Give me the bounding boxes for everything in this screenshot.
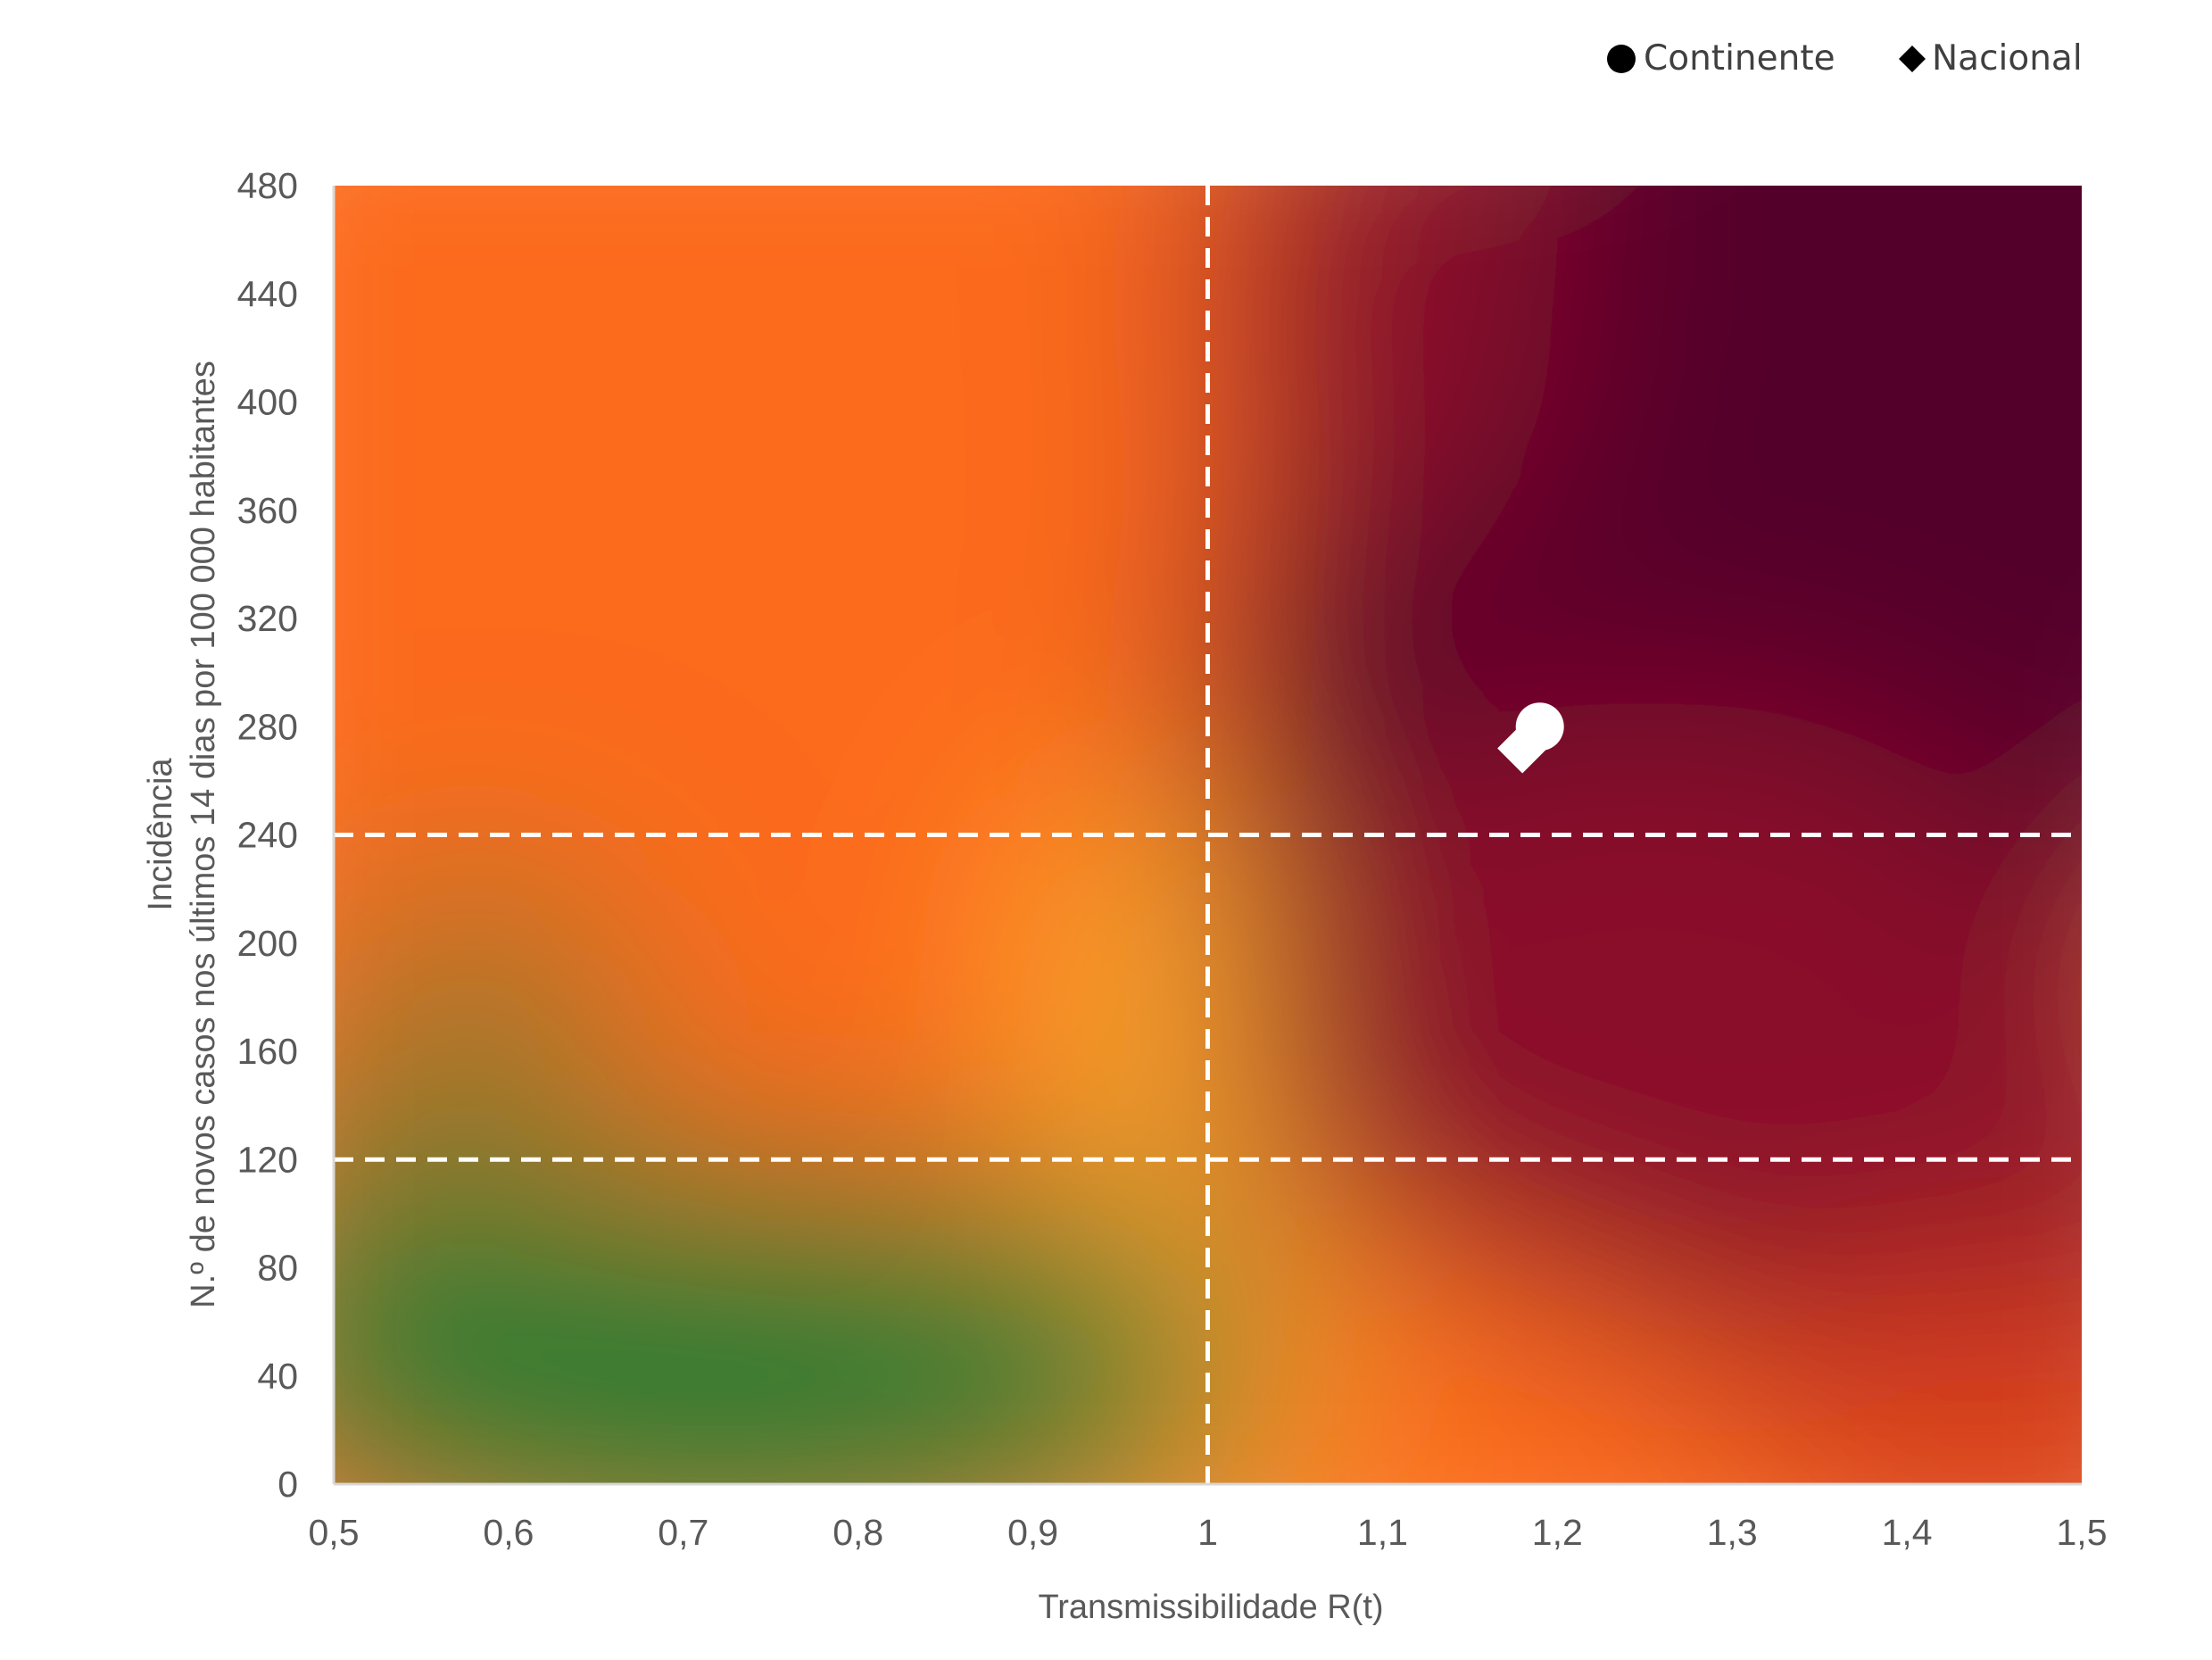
data-point-nacional (1497, 723, 1548, 774)
x-tick-label: 0,6 (483, 1512, 534, 1553)
x-tick-label: 1,3 (1707, 1512, 1758, 1553)
y-tick-label: 160 (237, 1031, 298, 1072)
y-tick-label: 40 (257, 1356, 298, 1397)
x-tick-label: 0,5 (309, 1512, 360, 1553)
heat-blob-7 (1015, 780, 1261, 1160)
y-tick-label: 80 (257, 1248, 298, 1289)
legend-marker-continente (1607, 45, 1636, 73)
x-tick-label: 0,9 (1007, 1512, 1058, 1553)
axes (332, 186, 2082, 1486)
y-axis-title-line1: Incidência (142, 758, 179, 911)
y-axis-ticks: 0 40 80 120 160 200 240 280 320 360 400 440 480 (237, 165, 298, 1505)
y-tick-label: 0 (278, 1464, 298, 1505)
threshold-lines (334, 186, 2082, 1484)
heat-blob-4 (1732, 1267, 2082, 1484)
x-tick-label: 0,8 (833, 1512, 883, 1553)
y-tick-label: 240 (237, 815, 298, 856)
y-tick-label: 280 (237, 706, 298, 747)
legend-marker-nacional (1899, 46, 1926, 72)
heat-blob-10 (334, 861, 649, 1187)
y-tick-label: 120 (237, 1139, 298, 1180)
x-tick-label: 0,7 (658, 1512, 708, 1553)
data-points (1497, 702, 1564, 774)
y-tick-label: 320 (237, 598, 298, 639)
legend-label-continente: Continente (1644, 38, 1835, 79)
x-axis-title: Transmissibilidade R(t) (1038, 1589, 1383, 1626)
y-axis-title-line2: N.º de novos casos nos últimos 14 dias p… (185, 361, 222, 1308)
x-axis-ticks: 0,5 0,6 0,7 0,8 0,9 1 1,1 1,2 1,3 1,4 1,5 (309, 1512, 2108, 1553)
x-tick-label: 1,1 (1357, 1512, 1408, 1553)
x-tick-label: 1,4 (1882, 1512, 1933, 1553)
y-tick-label: 400 (237, 382, 298, 423)
heat-blob-5 (1207, 186, 1558, 565)
x-tick-label: 1 (1197, 1512, 1218, 1553)
x-tick-label: 1,5 (2057, 1512, 2108, 1553)
legend: Continente Nacional (1607, 38, 2083, 79)
y-axis-title: Incidência N.º de novos casos nos último… (142, 361, 222, 1308)
y-tick-label: 480 (237, 165, 298, 206)
y-tick-label: 440 (237, 273, 298, 314)
y-tick-label: 360 (237, 490, 298, 531)
legend-label-nacional: Nacional (1932, 38, 2083, 79)
heatmap-background (334, 186, 2082, 1484)
y-tick-label: 200 (237, 923, 298, 964)
x-tick-label: 1,2 (1532, 1512, 1583, 1553)
